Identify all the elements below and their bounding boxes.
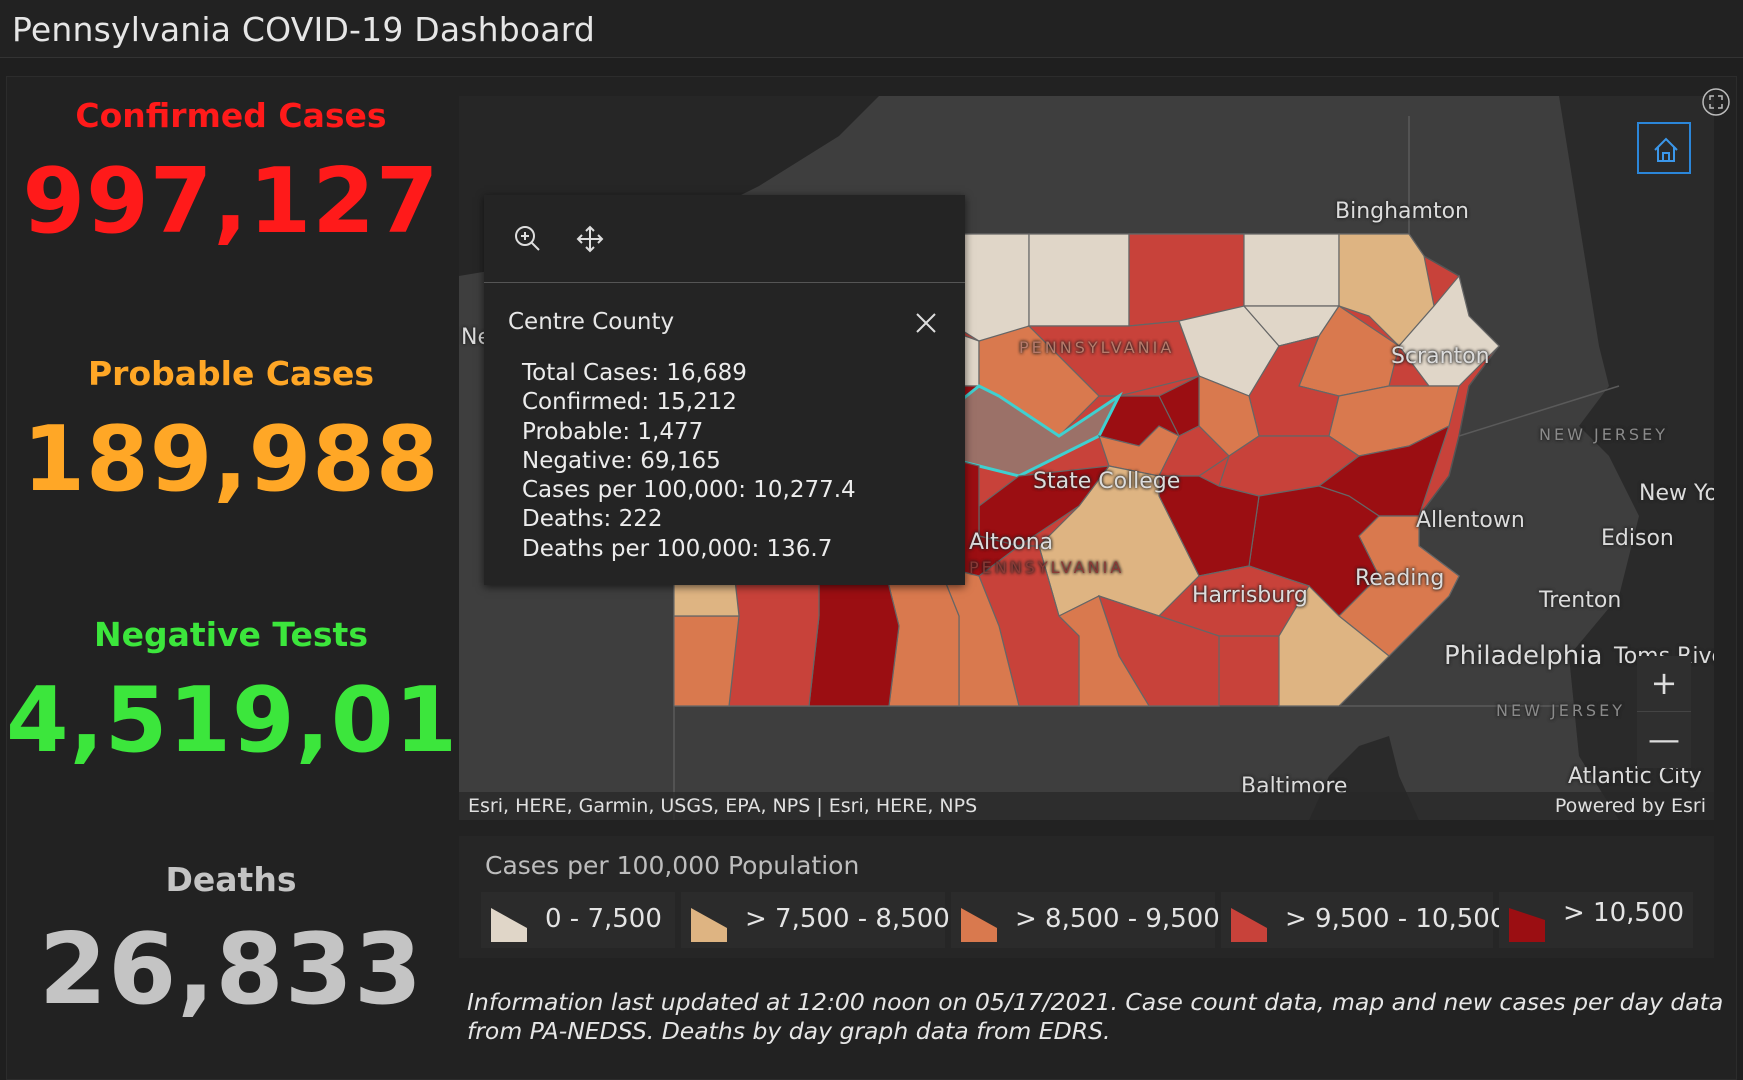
popup-toolbar — [484, 195, 965, 283]
map-label-scranton: Scranton — [1391, 344, 1490, 369]
app-header: Pennsylvania COVID-19 Dashboard — [0, 0, 1743, 58]
map-label-binghamton: Binghamton — [1335, 199, 1469, 224]
map-label-state-college: State College — [1033, 469, 1181, 494]
map-label-reading: Reading — [1355, 566, 1445, 591]
map-label-edison: Edison — [1601, 526, 1674, 551]
probable-cases-label: Probable Cases — [88, 354, 374, 393]
ocean — [1559, 96, 1714, 820]
map-label-new-jersey: NEW JERSEY — [1539, 425, 1668, 444]
legend-item-4: > 10,500 — [1499, 892, 1693, 948]
map-label-pennsylvania: PENNSYLVANIA — [1019, 338, 1175, 357]
popup-deaths: Deaths: 222 — [522, 506, 663, 533]
map-label-philadelphia: Philadelphia — [1444, 641, 1603, 671]
map-attribution: Esri, HERE, Garmin, USGS, EPA, NPS | Esr… — [459, 792, 1714, 820]
legend-label-2: > 8,500 - 9,500 — [1015, 904, 1220, 934]
negative-tests-value: 4,519,018 — [6, 668, 522, 773]
legend-item-2: > 8,500 - 9,500 — [951, 892, 1220, 948]
legend-item-0: 0 - 7,500 — [481, 892, 675, 948]
county-popup: Centre County Total Cases: 16,689 Confir… — [484, 195, 965, 585]
map-label-pennsylvania-2: PENNSYLVANIA — [969, 558, 1125, 577]
map-label-new-jersey-2: NEW JERSEY — [1496, 701, 1625, 720]
map-label-atlantic-city: Atlantic City — [1568, 764, 1702, 789]
legend-swatch-3 — [1231, 908, 1267, 942]
legend-label-1: > 7,500 - 8,500 — [745, 904, 950, 934]
state-border-ny — [1408, 116, 1620, 437]
stats-column: Confirmed Cases 997,127 Probable Cases 1… — [6, 76, 522, 1080]
pan-icon[interactable] — [572, 221, 608, 257]
legend-title: Cases per 100,000 Population — [485, 851, 860, 880]
legend-label-4: > 10,500 — [1563, 898, 1685, 928]
negative-tests-label: Negative Tests — [94, 615, 368, 654]
legend-swatch-0 — [491, 908, 527, 942]
popup-confirmed: Confirmed: 15,212 — [522, 389, 737, 416]
attribution-text: Esri, HERE, Garmin, USGS, EPA, NPS | Esr… — [468, 795, 978, 817]
map-label-harrisburg: Harrisburg — [1192, 583, 1308, 608]
zoom-out-button[interactable]: — — [1637, 712, 1691, 768]
zoom-in-button[interactable]: + — [1637, 656, 1691, 712]
map-label-trenton: Trenton — [1539, 588, 1622, 613]
map-canvas — [459, 96, 1714, 820]
negative-tests-card: Negative Tests 4,519,018 — [6, 615, 522, 773]
confirmed-cases-value: 997,127 — [22, 149, 440, 254]
probable-cases-value: 189,988 — [22, 407, 440, 512]
legend-item-1: > 7,500 - 8,500 — [681, 892, 950, 948]
legend-label-3: > 9,500 - 10,500 — [1285, 904, 1507, 934]
map-legend: Cases per 100,000 Population 0 - 7,500 >… — [459, 836, 1714, 958]
popup-negative: Negative: 69,165 — [522, 447, 721, 474]
popup-total-cases: Total Cases: 16,689 — [522, 360, 747, 386]
legend-swatch-1 — [691, 908, 727, 942]
confirmed-cases-label: Confirmed Cases — [75, 96, 387, 135]
popup-cases-per-100k: Cases per 100,000: 10,277.4 — [522, 477, 856, 504]
deaths-value: 26,833 — [38, 913, 424, 1027]
popup-deaths-per-100k: Deaths per 100,000: 136.7 — [522, 535, 833, 562]
legend-swatch-2 — [961, 908, 997, 942]
powered-by-esri[interactable]: Powered by Esri — [1554, 795, 1706, 817]
map-label-altoona: Altoona — [969, 530, 1054, 555]
confirmed-cases-card: Confirmed Cases 997,127 — [6, 96, 456, 254]
close-icon[interactable] — [910, 307, 942, 339]
probable-cases-card: Probable Cases 189,988 — [6, 354, 456, 512]
popup-probable: Probable: 1,477 — [522, 418, 704, 445]
legend-label-0: 0 - 7,500 — [545, 904, 662, 934]
legend-item-3: > 9,500 - 10,500 — [1221, 892, 1506, 948]
deaths-label: Deaths — [165, 860, 297, 899]
map-label-new-york: New Yo — [1639, 481, 1714, 506]
update-footnote: Information last updated at 12:00 noon o… — [467, 988, 1724, 1045]
deaths-card: Deaths 26,833 — [6, 860, 456, 1027]
expand-icon[interactable] — [1700, 86, 1732, 118]
map-label-allentown: Allentown — [1416, 508, 1525, 533]
zoom-to-icon[interactable] — [510, 221, 546, 257]
zoom-control: + — — [1637, 656, 1691, 768]
legend-swatch-4 — [1509, 908, 1545, 942]
home-icon — [1654, 137, 1678, 162]
popup-details: Total Cases: 16,689 Confirmed: 15,212 Pr… — [522, 359, 856, 564]
minus-icon: — — [1648, 720, 1680, 758]
page-title: Pennsylvania COVID-19 Dashboard — [12, 10, 596, 49]
popup-title: Centre County — [508, 309, 675, 335]
home-button[interactable] — [1637, 122, 1691, 174]
plus-icon: + — [1650, 664, 1678, 702]
